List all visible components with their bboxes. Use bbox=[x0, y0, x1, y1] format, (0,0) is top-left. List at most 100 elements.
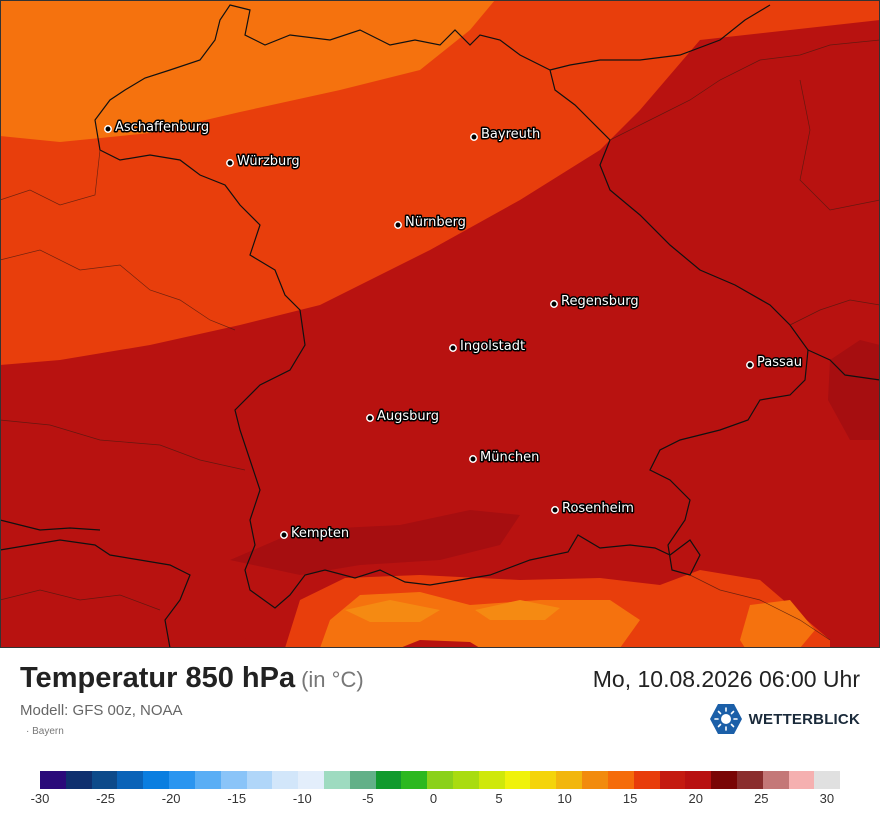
city-regensburg: Regensburg bbox=[550, 293, 640, 311]
scale-tick-label: 0 bbox=[429, 791, 438, 806]
scale-swatch bbox=[246, 771, 273, 789]
scale-swatch bbox=[272, 771, 299, 789]
city-label: Rosenheim bbox=[562, 501, 634, 516]
scale-swatch bbox=[453, 771, 479, 789]
country-border-czech bbox=[549, 4, 771, 71]
scale-swatch bbox=[220, 771, 247, 789]
country-border-austria bbox=[0, 539, 191, 648]
city-nuernberg: Nürnberg bbox=[394, 214, 467, 232]
city-aschaffenburg: Aschaffenburg bbox=[104, 119, 211, 137]
scale-tick-label: -20 bbox=[161, 791, 181, 806]
city-label: Nürnberg bbox=[405, 215, 466, 230]
scale-swatch bbox=[607, 771, 634, 789]
scale-swatch bbox=[40, 771, 66, 789]
city-marker bbox=[470, 133, 478, 141]
color-scale bbox=[40, 771, 841, 791]
title-text: Temperatur 850 hPa bbox=[20, 662, 296, 694]
scale-swatch bbox=[814, 771, 841, 789]
brand-name: WETTERBLICK bbox=[748, 710, 860, 728]
scale-swatch bbox=[298, 771, 324, 789]
scale-tick-label: 10 bbox=[557, 791, 572, 806]
city-wuerzburg: Würzburg bbox=[226, 153, 301, 171]
country-border-swiss bbox=[0, 519, 101, 531]
city-label: Augsburg bbox=[377, 409, 439, 424]
scale-tick-label: -15 bbox=[227, 791, 247, 806]
city-bayreuth: Bayreuth bbox=[470, 126, 542, 144]
city-label: Passau bbox=[757, 355, 802, 370]
zone-16c-southeast bbox=[740, 600, 815, 648]
brand-logo: WETTERBLICK bbox=[709, 703, 860, 735]
city-ingolstadt: Ingolstadt bbox=[449, 338, 527, 356]
city-label: Bayreuth bbox=[481, 127, 540, 142]
scale-tick-label: 5 bbox=[495, 791, 503, 806]
temperature-map: Aschaffenburg Würzburg Bayreuth Nürnberg… bbox=[0, 0, 880, 648]
title-unit: (in °C) bbox=[301, 667, 364, 692]
scale-swatch bbox=[633, 771, 660, 789]
city-muenchen: München bbox=[469, 449, 541, 467]
scale-swatch bbox=[478, 771, 505, 789]
region-name: Bayern bbox=[32, 726, 64, 737]
zone-21c-alps bbox=[230, 510, 520, 575]
city-marker bbox=[394, 221, 402, 229]
scale-swatch bbox=[143, 771, 170, 789]
zone-20c-south bbox=[180, 635, 480, 648]
city-label: Kempten bbox=[291, 526, 349, 541]
city-marker bbox=[449, 344, 457, 352]
city-rosenheim: Rosenheim bbox=[551, 500, 635, 518]
borders bbox=[0, 4, 880, 648]
city-marker bbox=[366, 414, 374, 422]
scale-swatch bbox=[65, 771, 92, 789]
scale-swatch bbox=[530, 771, 557, 789]
cities: Aschaffenburg Würzburg Bayreuth Nürnberg… bbox=[104, 119, 803, 543]
scale-tick-label: -10 bbox=[292, 791, 312, 806]
scale-swatch bbox=[194, 771, 221, 789]
scale-swatch bbox=[762, 771, 789, 789]
scale-tick-label: -30 bbox=[30, 791, 50, 806]
scale-tick-label: -5 bbox=[362, 791, 374, 806]
scale-swatch bbox=[323, 771, 350, 789]
scale-swatch bbox=[91, 771, 118, 789]
zone-21c-east bbox=[828, 340, 880, 440]
scale-swatch bbox=[427, 771, 453, 789]
city-label: Regensburg bbox=[561, 294, 639, 309]
sun-logo-icon bbox=[709, 704, 742, 734]
scale-tick-label: 15 bbox=[622, 791, 638, 806]
city-marker bbox=[746, 361, 754, 369]
scale-tick-label: 30 bbox=[819, 791, 835, 806]
city-label: München bbox=[480, 450, 539, 465]
city-marker bbox=[280, 531, 288, 539]
zone-15c-south bbox=[345, 600, 560, 622]
forecast-datetime: Mo, 10.08.2026 06:00 Uhr bbox=[592, 666, 860, 692]
city-label: Würzburg bbox=[237, 154, 300, 169]
city-kempten: Kempten bbox=[280, 525, 351, 543]
city-label: Ingolstadt bbox=[460, 339, 525, 354]
scale-swatch bbox=[659, 771, 686, 789]
scale-swatch bbox=[504, 771, 531, 789]
scale-swatch bbox=[401, 771, 428, 789]
scale-tick-label: 25 bbox=[754, 791, 769, 806]
page-title: Temperatur 850 hPa (in °C) bbox=[20, 662, 364, 695]
city-passau: Passau bbox=[746, 354, 803, 372]
bavaria-border bbox=[94, 4, 809, 609]
city-marker bbox=[226, 159, 234, 167]
scale-ticks: -30 -25 -20 -15 -10 -5 0 5 10 15 20 25 30 bbox=[0, 791, 880, 811]
city-marker bbox=[551, 506, 559, 514]
city-marker bbox=[550, 300, 558, 308]
scale-swatch bbox=[375, 771, 402, 789]
city-label: Aschaffenburg bbox=[115, 120, 209, 135]
city-marker bbox=[469, 455, 477, 463]
region-label: · Bayern bbox=[26, 726, 64, 737]
scale-swatch bbox=[349, 771, 376, 789]
scale-tick-label: 20 bbox=[688, 791, 703, 806]
info-panel: Temperatur 850 hPa (in °C) Mo, 10.08.2026… bbox=[0, 648, 880, 830]
city-augsburg: Augsburg bbox=[366, 408, 441, 426]
scale-tick-label: -25 bbox=[96, 791, 115, 806]
model-info: Modell: GFS 00z, NOAA bbox=[20, 702, 183, 719]
scale-swatch bbox=[582, 771, 608, 789]
country-border-austria-east bbox=[807, 349, 880, 381]
scale-swatch bbox=[736, 771, 763, 789]
scale-swatch bbox=[117, 771, 144, 789]
scale-swatch bbox=[556, 771, 583, 789]
map-canvas: Aschaffenburg Würzburg Bayreuth Nürnberg… bbox=[0, 0, 880, 648]
scale-swatch bbox=[169, 771, 195, 789]
